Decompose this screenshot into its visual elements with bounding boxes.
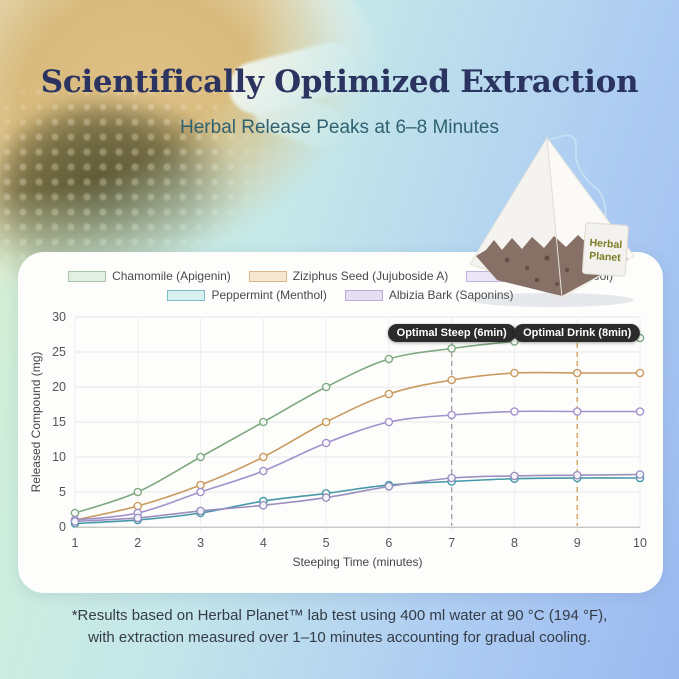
data-point (196, 487, 205, 497)
tag-brand-line2: Planet (589, 250, 622, 264)
data-point (133, 513, 143, 523)
y-tick-label: 25 (52, 345, 66, 359)
data-point (384, 417, 394, 427)
legend-item: Peppermint (Menthol) (167, 288, 327, 302)
x-tick-label: 9 (574, 536, 581, 550)
y-axis-title: Released Compound (mg) (29, 352, 43, 493)
data-point (572, 470, 582, 480)
page-subtitle: Herbal Release Peaks at 6–8 Minutes (180, 117, 499, 138)
legend-item: Ziziphus Seed (Jujuboside A) (248, 269, 449, 283)
data-point (70, 517, 80, 526)
data-point (384, 482, 394, 491)
legend-swatch (344, 289, 383, 301)
legend-label: Peppermint (Menthol) (211, 288, 327, 302)
annotation-badge: Optimal Steep (6min) (387, 324, 516, 342)
y-tick-label: 0 (59, 520, 66, 534)
teabag-crease (546, 137, 563, 299)
legend-row: Peppermint (Menthol) Albizia Bark (Saponi… (167, 288, 514, 302)
series-line (74, 473, 641, 523)
y-tick-label: 15 (52, 415, 66, 429)
data-point (447, 410, 456, 420)
data-point (510, 407, 519, 416)
legend-label: Albizia Bark (Saponins) (388, 288, 514, 302)
data-point (447, 344, 456, 353)
annotation-badge: Optimal Drink (8min) (514, 324, 641, 342)
data-point (321, 417, 331, 427)
data-point (447, 473, 456, 483)
series-line (74, 371, 640, 521)
data-point (321, 493, 331, 502)
teabag-string (549, 134, 607, 225)
series-line (74, 477, 641, 525)
x-tick-label: 1 (72, 536, 79, 550)
y-tick-label: 10 (52, 450, 66, 464)
data-point (196, 506, 205, 516)
data-point (259, 500, 268, 510)
data-point (133, 501, 143, 511)
legend-item: Albizia Bark (Saponins) (344, 288, 514, 302)
series-line (74, 336, 641, 514)
legend-swatch (68, 270, 107, 282)
y-tick-label: 30 (52, 310, 66, 324)
tea-leaf-speckles (504, 253, 606, 286)
x-tick-label: 3 (197, 536, 204, 550)
teabag-tag: Herbal Planet (581, 222, 629, 277)
x-tick-label: 6 (385, 536, 392, 550)
x-tick-label: 10 (633, 536, 647, 550)
data-point (196, 480, 205, 490)
data-point (635, 470, 645, 479)
data-point (321, 438, 331, 448)
y-tick-label: 5 (59, 485, 66, 499)
data-point (384, 354, 394, 364)
legend-label: Chamomile (Apigenin) (112, 269, 231, 283)
data-point (321, 382, 331, 392)
data-point (259, 466, 268, 476)
data-point (510, 471, 519, 481)
x-tick-label: 4 (260, 536, 267, 550)
y-tick-label: 20 (52, 380, 66, 394)
legend-swatch (248, 270, 287, 282)
data-point (196, 452, 205, 462)
x-tick-label: 2 (134, 536, 141, 550)
data-point (259, 417, 268, 427)
data-point (447, 375, 456, 385)
legend-label: Ziziphus Seed (Jujuboside A) (292, 269, 449, 283)
x-tick-label: 7 (448, 536, 455, 550)
page-title: Scientifically Optimized Extraction (40, 64, 639, 100)
tag-brand-line1: Herbal (589, 237, 623, 251)
legend-swatch (167, 289, 206, 301)
data-point (510, 368, 519, 378)
data-point (259, 452, 268, 462)
data-point (635, 368, 645, 378)
pyramid-teabag-graphic: Herbal Planet (469, 134, 635, 307)
footnote-line2: with extraction measured over 1–10 minut… (88, 629, 591, 646)
data-point (635, 407, 645, 416)
legend-item: Chamomile (Apigenin) (68, 269, 231, 283)
series-line (74, 410, 640, 521)
footnote: *Results based on Herbal Planet™ lab tes… (0, 605, 679, 649)
x-tick-label: 5 (323, 536, 330, 550)
teabag-shadow (470, 293, 634, 307)
footnote-line1: *Results based on Herbal Planet™ lab tes… (71, 607, 608, 624)
data-point (133, 487, 143, 497)
data-point (70, 508, 80, 518)
data-point (572, 368, 582, 378)
data-point (572, 407, 582, 416)
x-axis-title: Steeping Time (minutes) (292, 555, 422, 569)
x-tick-label: 8 (511, 536, 518, 550)
data-point (384, 389, 394, 399)
